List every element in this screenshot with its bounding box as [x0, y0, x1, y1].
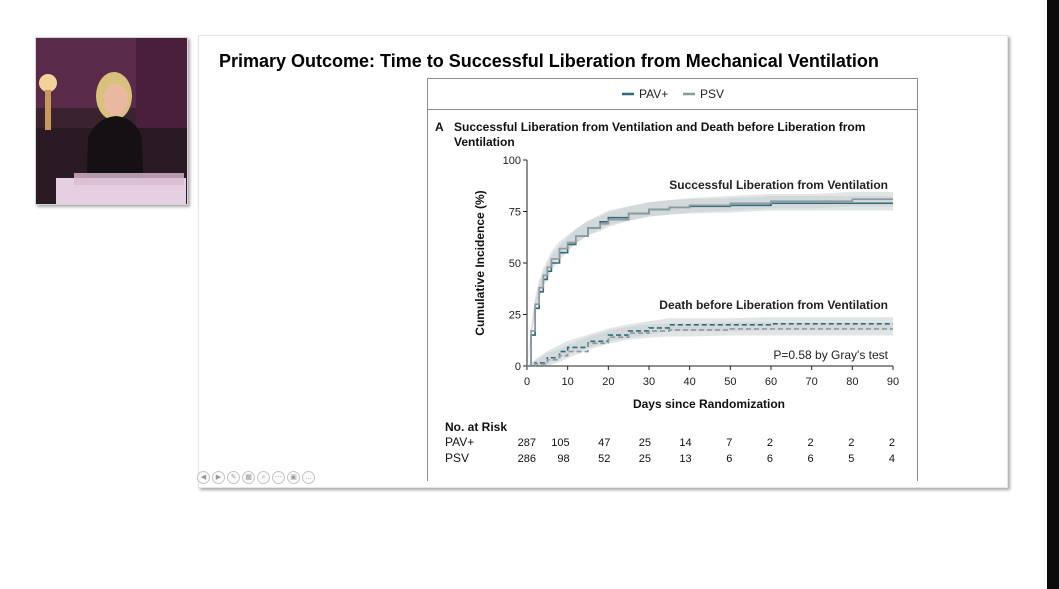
x-tick-label: 30 — [643, 376, 655, 388]
x-tick-label: 60 — [765, 376, 777, 388]
risk-cell: 6 — [767, 453, 773, 465]
panel-letter: A — [435, 120, 444, 134]
risk-cell: 2 — [808, 437, 814, 449]
risk-cell: 13 — [679, 453, 691, 465]
window-edge-bar — [1047, 0, 1059, 589]
y-tick-label: 25 — [509, 310, 521, 322]
slides-icon[interactable]: ▦ — [242, 471, 255, 484]
speaker-video-frame — [36, 38, 187, 204]
risk-row-label-pav: PAV+ — [445, 435, 474, 449]
legend-label-psv: PSV — [700, 87, 724, 101]
risk-cell: 7 — [726, 437, 732, 449]
figure-panel: PAV+ PSV — [427, 78, 918, 481]
zoom-icon[interactable]: ⌕ — [257, 471, 270, 484]
series-line — [527, 322, 893, 367]
legend-graphic: PAV+ PSV — [622, 87, 724, 101]
curve-label-liberation: Successful Liberation from Ventilation — [669, 178, 888, 192]
y-tick-label: 75 — [509, 207, 521, 219]
x-tick-label: 40 — [684, 376, 696, 388]
speaker-video[interactable] — [35, 37, 188, 205]
risk-cell: 14 — [679, 437, 691, 449]
y-axis-label: Cumulative Incidence (%) — [473, 190, 487, 335]
risk-cell: 98 — [557, 453, 569, 465]
previous-icon[interactable]: ◀ — [197, 471, 210, 484]
risk-cell: 6 — [726, 453, 732, 465]
camera-icon[interactable]: ▣ — [287, 471, 300, 484]
p-value-label: P=0.58 by Gray's test — [773, 348, 888, 362]
risk-cell: 25 — [639, 437, 651, 449]
x-tick-label: 10 — [562, 376, 574, 388]
x-axis-label: Days since Randomization — [633, 397, 785, 411]
confidence-band — [527, 322, 893, 366]
risk-cell: 4 — [889, 453, 895, 465]
slide-title: Primary Outcome: Time to Successful Libe… — [219, 51, 879, 71]
pen-icon[interactable]: ✎ — [227, 471, 240, 484]
x-tick-label: 50 — [724, 376, 736, 388]
risk-cell: 25 — [639, 453, 651, 465]
risk-cell: 287 — [518, 437, 536, 449]
legend: PAV+ PSV — [428, 79, 917, 110]
x-tick-label: 0 — [524, 376, 530, 388]
series-line — [527, 328, 893, 367]
next-icon[interactable]: ▶ — [212, 471, 225, 484]
x-tick-label: 20 — [602, 376, 614, 388]
risk-cell: 2 — [767, 437, 773, 449]
panel-title-line2: Ventilation — [454, 135, 515, 149]
panel-title-line1: Successful Liberation from Ventilation a… — [454, 120, 865, 134]
x-tick-label: 80 — [846, 376, 858, 388]
risk-row-label-psv: PSV — [445, 451, 469, 465]
y-tick-label: 100 — [503, 155, 521, 167]
risk-cell: 286 — [518, 453, 536, 465]
player-controls: ◀ ▶ ✎ ▦ ⌕ ⋯ ▣ … — [197, 471, 315, 485]
curve-label-death: Death before Liberation from Ventilation — [659, 298, 888, 312]
y-tick-label: 50 — [509, 258, 521, 270]
risk-table-title: No. at Risk — [445, 420, 507, 434]
y-tick-label: 0 — [515, 361, 521, 373]
risk-cell: 2 — [889, 437, 895, 449]
risk-cell: 105 — [551, 437, 569, 449]
risk-cell: 47 — [598, 437, 610, 449]
risk-cell: 2 — [848, 437, 854, 449]
more-icon[interactable]: … — [302, 471, 315, 484]
x-tick-label: 90 — [887, 376, 899, 388]
legend-label-pav: PAV+ — [639, 87, 668, 101]
options-icon[interactable]: ⋯ — [272, 471, 285, 484]
risk-cell: 6 — [808, 453, 814, 465]
x-tick-label: 70 — [806, 376, 818, 388]
risk-cell: 5 — [848, 453, 854, 465]
series-line — [527, 198, 893, 367]
risk-cell: 52 — [598, 453, 610, 465]
